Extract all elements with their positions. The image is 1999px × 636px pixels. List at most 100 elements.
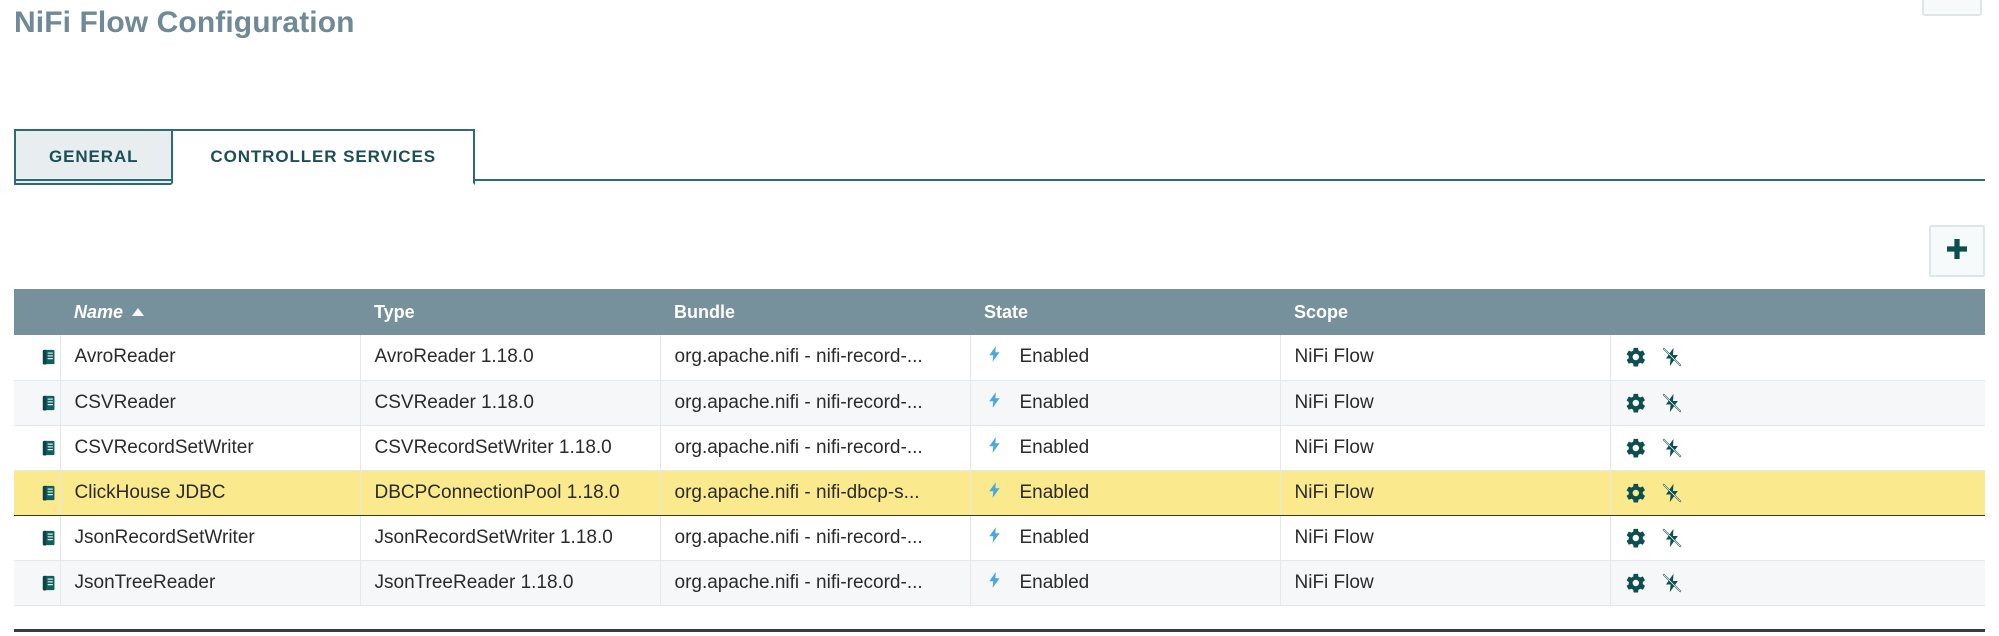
column-header-actions (1610, 289, 1985, 335)
gear-icon[interactable] (1625, 527, 1647, 549)
lightning-bolt-slash-icon[interactable] (1661, 482, 1683, 504)
state-label: Enabled (1019, 346, 1090, 368)
cell-name: CSVRecordSetWriter (60, 425, 361, 471)
lightning-bolt-slash-icon[interactable] (1661, 392, 1683, 414)
cell-type: JsonTreeReader 1.18.0 (360, 560, 661, 606)
book-icon (14, 482, 59, 504)
column-header-bundle-label: Bundle (674, 301, 735, 322)
book-icon (14, 527, 59, 549)
cell-type: AvroReader 1.18.0 (360, 335, 661, 381)
state-label: Enabled (1019, 391, 1090, 413)
row-icon-cell (14, 560, 61, 606)
sort-ascending-icon (132, 308, 145, 316)
lightning-bolt-slash-icon[interactable] (1661, 527, 1683, 549)
cell-scope: NiFi Flow (1280, 470, 1611, 516)
tab-controller-services-label: CONTROLLER SERVICES (210, 147, 436, 166)
table-row[interactable]: AvroReader AvroReader 1.18.0 org.apache.ni… (14, 335, 1985, 381)
plus-icon (1942, 234, 1972, 269)
table-row[interactable]: JsonRecordSetWriter JsonRecordSetWriter 1… (14, 515, 1985, 561)
cell-type: CSVReader 1.18.0 (360, 380, 661, 426)
cell-type: CSVRecordSetWriter 1.18.0 (360, 425, 661, 471)
cell-state: Enabled (970, 380, 1281, 426)
cell-actions (1610, 335, 1985, 381)
cell-bundle: org.apache.nifi - nifi-record-... (660, 380, 971, 426)
gear-icon[interactable] (1625, 482, 1647, 504)
lightning-bolt-slash-icon[interactable] (1661, 346, 1683, 368)
row-icon-cell (14, 380, 61, 426)
row-icon-cell (14, 515, 61, 561)
gear-icon[interactable] (1625, 346, 1647, 368)
book-icon (14, 572, 59, 594)
column-header-scope[interactable]: Scope (1280, 289, 1610, 335)
book-icon (14, 346, 59, 368)
gear-icon[interactable] (1625, 437, 1647, 459)
table-header-row: Name Type Bundle State Scope (14, 289, 1985, 335)
lightning-bolt-slash-icon[interactable] (1661, 572, 1683, 594)
cell-state: Enabled (970, 515, 1281, 561)
cell-name: AvroReader (60, 335, 361, 381)
tab-general[interactable]: GENERAL (14, 129, 174, 185)
cell-actions (1610, 515, 1985, 561)
state-label: Enabled (1019, 571, 1090, 593)
cell-type: DBCPConnectionPool 1.18.0 (360, 470, 661, 516)
column-header-scope-label: Scope (1294, 301, 1349, 322)
cell-scope: NiFi Flow (1280, 425, 1611, 471)
column-header-type-label: Type (374, 301, 415, 322)
tab-bar: GENERAL CONTROLLER SERVICES (14, 125, 475, 185)
state-label: Enabled (1019, 526, 1090, 548)
tab-general-label: GENERAL (49, 147, 139, 166)
table-row[interactable]: CSVRecordSetWriter CSVRecordSetWriter 1.1… (14, 425, 1985, 471)
cell-actions (1610, 380, 1985, 426)
cell-bundle: org.apache.nifi - nifi-dbcp-s... (660, 470, 971, 516)
table-body: AvroReader AvroReader 1.18.0 org.apache.ni… (14, 335, 1985, 606)
controller-services-table-wrap: Name Type Bundle State Scope (14, 289, 1985, 606)
lightning-bolt-icon (985, 389, 1004, 417)
close-button[interactable] (1922, 0, 1982, 16)
column-header-state-label: State (984, 301, 1029, 322)
column-header-state[interactable]: State (970, 289, 1280, 335)
page-title: NiFi Flow Configuration (14, 6, 355, 39)
column-header-type[interactable]: Type (360, 289, 660, 335)
cell-name: JsonRecordSetWriter (60, 515, 361, 561)
cell-state: Enabled (970, 335, 1281, 381)
table-row[interactable]: ClickHouse JDBC DBCPConnectionPool 1.18.0… (14, 470, 1985, 516)
cell-actions (1610, 560, 1985, 606)
cell-type: JsonRecordSetWriter 1.18.0 (360, 515, 661, 561)
controller-services-table: Name Type Bundle State Scope (14, 289, 1985, 606)
cell-scope: NiFi Flow (1280, 560, 1611, 606)
add-controller-service-button[interactable] (1929, 225, 1985, 277)
cell-actions (1610, 425, 1985, 471)
lightning-bolt-icon (985, 569, 1004, 597)
row-icon-cell (14, 335, 61, 381)
lightning-bolt-slash-icon[interactable] (1661, 437, 1683, 459)
table-row[interactable]: JsonTreeReader JsonTreeReader 1.18.0 org.a… (14, 560, 1985, 606)
lightning-bolt-icon (985, 479, 1004, 507)
book-icon (14, 392, 59, 414)
state-label: Enabled (1019, 436, 1090, 458)
column-header-icon (14, 289, 60, 335)
row-icon-cell (14, 425, 61, 471)
lightning-bolt-icon (985, 434, 1004, 462)
column-header-bundle[interactable]: Bundle (660, 289, 970, 335)
tab-controller-services[interactable]: CONTROLLER SERVICES (171, 129, 475, 185)
column-header-name[interactable]: Name (60, 289, 360, 335)
cell-bundle: org.apache.nifi - nifi-record-... (660, 560, 971, 606)
gear-icon[interactable] (1625, 392, 1647, 414)
cell-bundle: org.apache.nifi - nifi-record-... (660, 425, 971, 471)
gear-icon[interactable] (1625, 572, 1647, 594)
cell-scope: NiFi Flow (1280, 380, 1611, 426)
cell-state: Enabled (970, 425, 1281, 471)
cell-scope: NiFi Flow (1280, 335, 1611, 381)
lightning-bolt-icon (985, 524, 1004, 552)
cell-name: CSVReader (60, 380, 361, 426)
cell-state: Enabled (970, 470, 1281, 516)
cell-scope: NiFi Flow (1280, 515, 1611, 561)
column-header-name-label: Name (74, 301, 124, 322)
book-icon (14, 437, 59, 459)
table-row[interactable]: CSVReader CSVReader 1.18.0 org.apache.nifi… (14, 380, 1985, 426)
row-icon-cell (14, 470, 61, 516)
cell-name: ClickHouse JDBC (60, 470, 361, 516)
cell-bundle: org.apache.nifi - nifi-record-... (660, 515, 971, 561)
table-header: Name Type Bundle State Scope (14, 289, 1985, 335)
